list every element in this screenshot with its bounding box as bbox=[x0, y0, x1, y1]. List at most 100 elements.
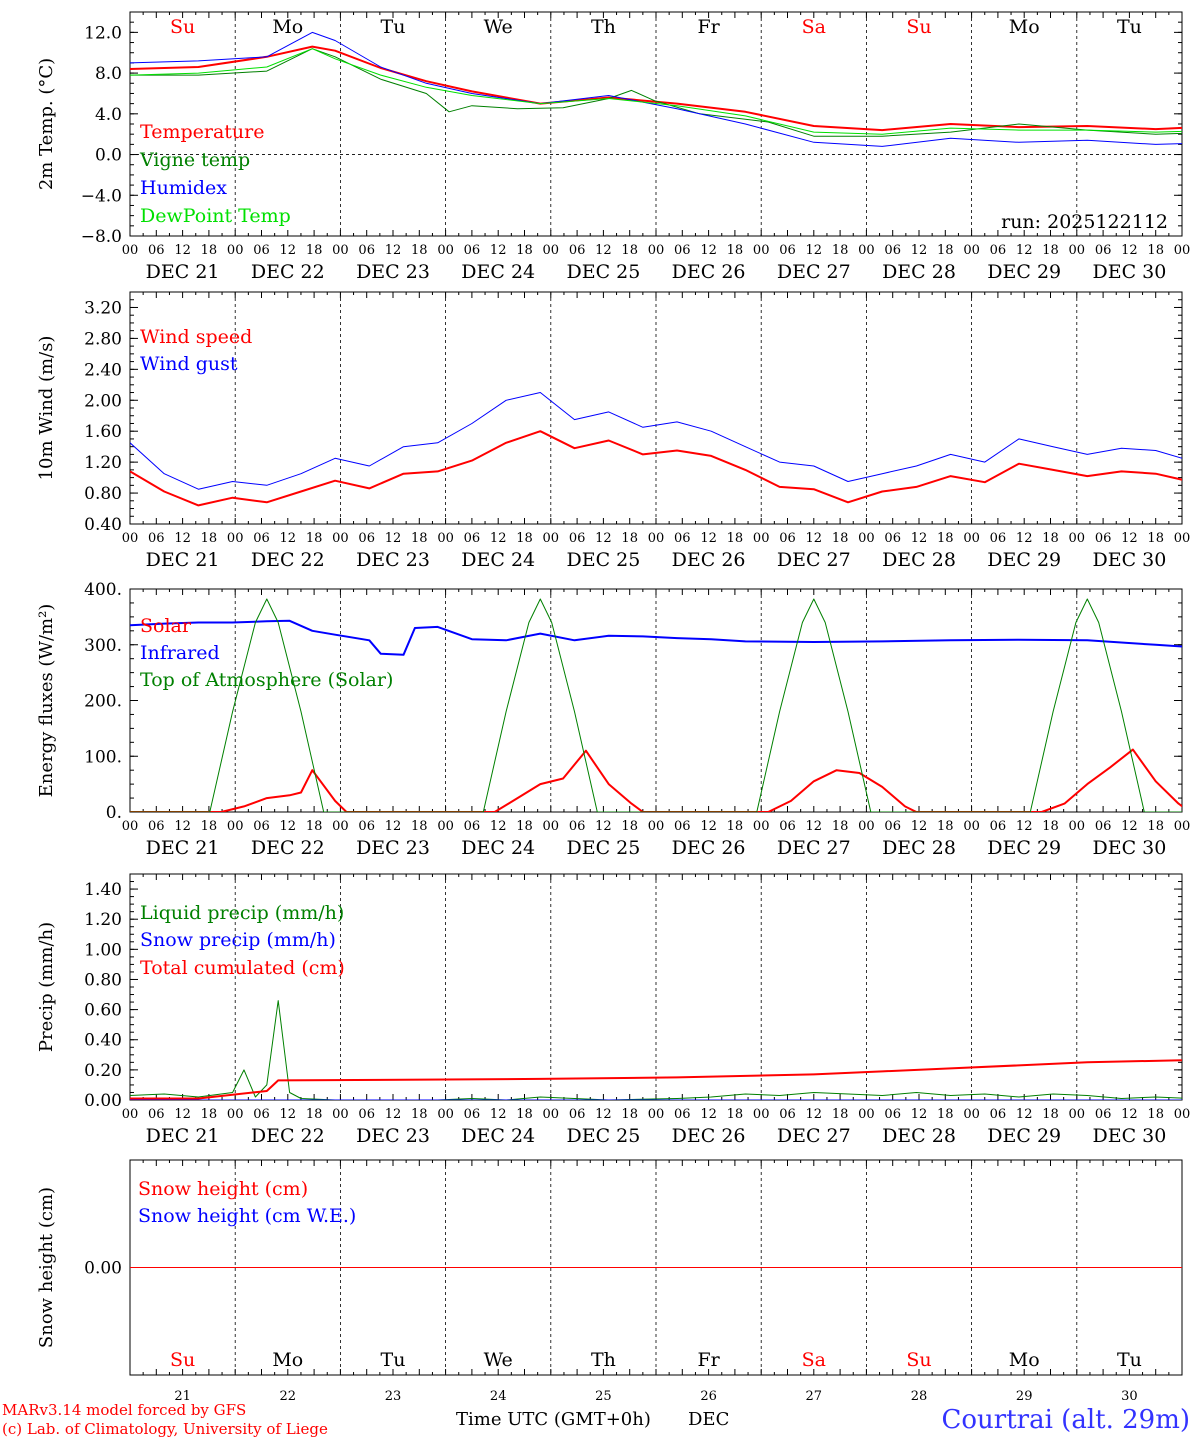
date-label: DEC 22 bbox=[251, 549, 325, 571]
hour-label: 12 bbox=[490, 1107, 507, 1122]
hour-label: 06 bbox=[779, 243, 796, 258]
hour-label: 00 bbox=[227, 531, 244, 546]
y-axis-label: Precip (mm/h) bbox=[36, 922, 57, 1052]
day-number: 25 bbox=[595, 1389, 612, 1404]
hour-label: 06 bbox=[253, 531, 270, 546]
date-label: DEC 21 bbox=[146, 1125, 220, 1147]
hour-label: 12 bbox=[490, 531, 507, 546]
hour-label: 12 bbox=[595, 243, 612, 258]
y-tick-label: 2.80 bbox=[84, 329, 122, 349]
hour-label: 00 bbox=[648, 1107, 665, 1122]
y-tick-label: 0.80 bbox=[84, 970, 122, 990]
hour-label: 00 bbox=[753, 531, 770, 546]
hour-label: 06 bbox=[674, 819, 691, 834]
hour-label: 00 bbox=[122, 819, 139, 834]
hour-label: 00 bbox=[227, 1107, 244, 1122]
hour-label: 18 bbox=[1042, 819, 1059, 834]
y-tick-label: 1.20 bbox=[84, 453, 122, 473]
panel-1: 12.0 8.0 4.0 0.0 −4.0 −8.0 2m Temp. (°C) Temper… bbox=[36, 11, 1191, 283]
hour-label: 00 bbox=[648, 531, 665, 546]
date-label: DEC 25 bbox=[566, 261, 640, 283]
date-label: DEC 26 bbox=[672, 837, 746, 859]
y-tick-label: 8.0 bbox=[95, 64, 122, 84]
hour-label: 18 bbox=[937, 1107, 954, 1122]
hour-label: 06 bbox=[358, 531, 375, 546]
hour-label: 06 bbox=[569, 243, 586, 258]
hour-label: 18 bbox=[727, 531, 744, 546]
hour-label: 18 bbox=[306, 531, 323, 546]
date-label: DEC 28 bbox=[882, 261, 956, 283]
hour-label: 00 bbox=[332, 243, 349, 258]
hour-label: 12 bbox=[385, 531, 402, 546]
hour-label: 18 bbox=[201, 531, 218, 546]
hour-label: 12 bbox=[911, 1107, 928, 1122]
legend-entry: Humidex bbox=[140, 177, 227, 199]
date-label: DEC 29 bbox=[987, 549, 1061, 571]
hour-label: 12 bbox=[700, 531, 717, 546]
date-label: DEC 27 bbox=[777, 549, 851, 571]
date-label: DEC 26 bbox=[672, 1125, 746, 1147]
hour-label: 18 bbox=[937, 819, 954, 834]
y-tick-label: 0.80 bbox=[84, 484, 122, 504]
hour-label: 18 bbox=[832, 243, 849, 258]
hour-label: 00 bbox=[1174, 243, 1191, 258]
hour-label: 18 bbox=[306, 819, 323, 834]
hour-label: 06 bbox=[358, 819, 375, 834]
day-number: 22 bbox=[280, 1389, 297, 1404]
hour-label: 00 bbox=[543, 819, 560, 834]
hour-label: 12 bbox=[385, 819, 402, 834]
day-name-top: Fr bbox=[697, 16, 720, 38]
hour-label: 18 bbox=[832, 531, 849, 546]
legend-entry: Temperature bbox=[140, 121, 264, 143]
hour-label: 12 bbox=[911, 243, 928, 258]
hour-label: 06 bbox=[1095, 819, 1112, 834]
hour-label: 18 bbox=[621, 243, 638, 258]
hour-label: 18 bbox=[727, 819, 744, 834]
date-label: DEC 30 bbox=[1092, 837, 1166, 859]
y-tick-label: 2.40 bbox=[84, 360, 122, 380]
date-label: DEC 24 bbox=[461, 1125, 535, 1147]
hour-label: 06 bbox=[990, 243, 1007, 258]
series-line-infrared bbox=[130, 619, 1182, 656]
hour-label: 00 bbox=[332, 531, 349, 546]
hour-label: 18 bbox=[201, 1107, 218, 1122]
hour-label: 12 bbox=[280, 819, 297, 834]
hour-label: 18 bbox=[411, 243, 428, 258]
day-name-top: Mo bbox=[1009, 16, 1040, 38]
date-label: DEC 27 bbox=[777, 837, 851, 859]
hour-label: 12 bbox=[280, 531, 297, 546]
hour-label: 12 bbox=[1016, 243, 1033, 258]
hour-label: 00 bbox=[122, 243, 139, 258]
date-label: DEC 24 bbox=[461, 837, 535, 859]
y-tick-label: 1.20 bbox=[84, 910, 122, 930]
day-name-bottom: Mo bbox=[1009, 1349, 1040, 1371]
hour-label: 00 bbox=[963, 531, 980, 546]
date-label: DEC 30 bbox=[1092, 261, 1166, 283]
station-title: Courtrai (alt. 29m) bbox=[942, 1405, 1191, 1435]
y-tick-label: 12.0 bbox=[84, 23, 122, 43]
y-tick-label: 0.00 bbox=[84, 1259, 122, 1279]
hour-label: 06 bbox=[779, 531, 796, 546]
date-label: DEC 21 bbox=[146, 261, 220, 283]
hour-label: 18 bbox=[727, 1107, 744, 1122]
hour-label: 00 bbox=[437, 819, 454, 834]
date-label: DEC 25 bbox=[566, 1125, 640, 1147]
series-line-solar bbox=[130, 748, 1182, 812]
y-tick-label: 2.00 bbox=[84, 391, 122, 411]
hour-label: 06 bbox=[148, 531, 165, 546]
date-label: DEC 24 bbox=[461, 549, 535, 571]
day-name-bottom: Mo bbox=[272, 1349, 303, 1371]
hour-label: 06 bbox=[253, 1107, 270, 1122]
hour-label: 18 bbox=[1042, 531, 1059, 546]
day-name-bottom: Tu bbox=[381, 1349, 406, 1371]
hour-label: 00 bbox=[543, 1107, 560, 1122]
hour-label: 12 bbox=[490, 819, 507, 834]
series-line-temperature bbox=[130, 45, 1182, 132]
legend-entry: Wind speed bbox=[140, 326, 252, 348]
hour-label: 06 bbox=[569, 819, 586, 834]
hour-label: 00 bbox=[858, 531, 875, 546]
date-label: DEC 28 bbox=[882, 837, 956, 859]
hour-label: 18 bbox=[832, 819, 849, 834]
hour-label: 12 bbox=[280, 243, 297, 258]
footer-model-line1: MARv3.14 model forced by GFS bbox=[2, 1401, 246, 1419]
